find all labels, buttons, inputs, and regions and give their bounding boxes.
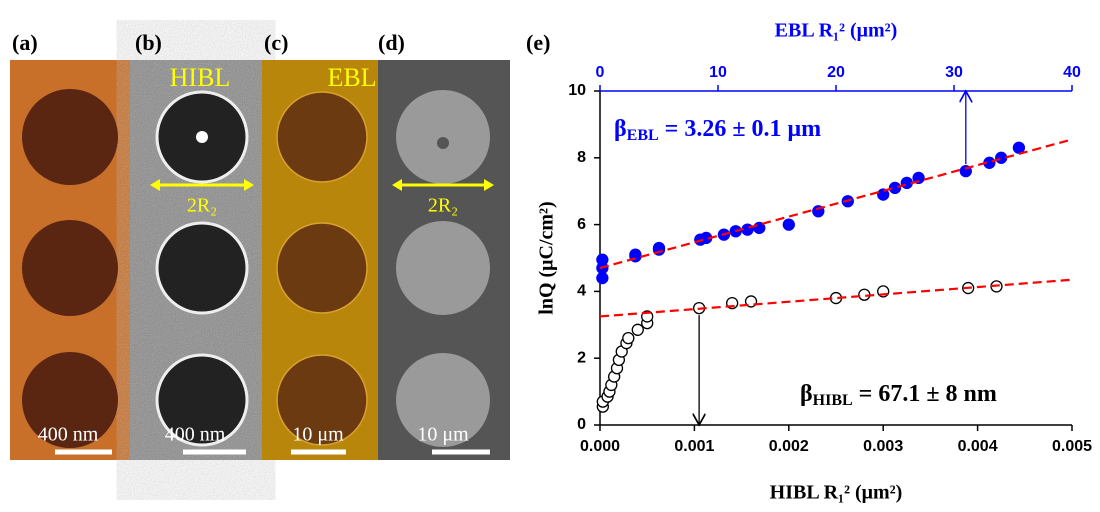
hibl-label: HIBL — [170, 63, 231, 92]
data-point — [912, 171, 925, 184]
annotation-text: = 67.1 ± 8 nm — [853, 381, 997, 407]
scale-label: 400 nm — [165, 424, 226, 446]
x2-tick-label: 30 — [945, 64, 963, 81]
y-tick-label: 6 — [577, 216, 586, 233]
annotation-symbol: β — [800, 381, 813, 407]
panel-label: (b) — [135, 30, 162, 55]
x-tick-label: 0.000 — [580, 438, 620, 455]
fit-line — [599, 138, 1073, 270]
data-point — [629, 248, 642, 261]
y-tick-label: 10 — [568, 82, 586, 99]
panel-label: (a) — [12, 30, 38, 55]
width-label: 2R₂ — [428, 195, 458, 217]
annotation-text: = 3.26 ± 0.1 μm — [659, 116, 821, 142]
scale-label: 10 μm — [417, 424, 469, 446]
x2-axis-label: EBL R₁² (μm²) — [775, 20, 898, 42]
chart-title: (e) — [526, 30, 550, 55]
y-tick-label: 0 — [577, 416, 586, 433]
y-tick-label: 2 — [577, 349, 586, 366]
data-point — [877, 188, 890, 201]
annotation: βEBL = 3.26 ± 0.1 μm — [614, 116, 821, 144]
x-tick-label: 0.004 — [958, 438, 998, 455]
scale-label: 10 μm — [292, 424, 344, 446]
x-tick-label: 0.002 — [769, 438, 809, 455]
scale-label: 400 nm — [38, 424, 99, 446]
data-point — [622, 332, 635, 345]
x-tick-label: 0.001 — [674, 438, 714, 455]
x-tick-label: 0.003 — [863, 438, 903, 455]
annotation-subscript: EBL — [627, 127, 659, 144]
annotation-subscript: HIBL — [813, 392, 853, 409]
panel-label: (c) — [264, 30, 288, 55]
x2-tick-label: 10 — [709, 64, 727, 81]
data-point — [995, 151, 1008, 164]
y-tick-label: 4 — [577, 283, 586, 300]
x-axis-label: HIBL R₁² (μm²) — [770, 482, 903, 504]
fit-line — [599, 278, 1073, 318]
data-point — [1012, 141, 1026, 154]
panel-label: (d) — [378, 30, 405, 55]
ebl-label: EBL — [327, 63, 376, 92]
y-axis-label: lnQ (μC/cm²) — [536, 201, 558, 314]
x-tick-label: 0.005 — [1052, 438, 1092, 455]
micrographs: (a) (b) (c) (d) HIBL EBL 2R₂ 2R₂ 400 nm … — [10, 30, 510, 460]
data-point — [782, 218, 795, 231]
x2-tick-label: 40 — [1063, 64, 1081, 81]
x2-tick-label: 20 — [827, 64, 845, 81]
data-point — [631, 323, 644, 336]
y-tick-label: 8 — [577, 149, 586, 166]
data-point — [596, 271, 609, 285]
chart: (e) EBL R₁² (μm²) HIBL R₁² (μm²) lnQ (μC… — [526, 20, 1092, 504]
data-point — [888, 181, 902, 195]
x2-tick-label: 0 — [596, 64, 605, 81]
annotation-symbol: β — [614, 116, 627, 142]
width-label: 2R₂ — [187, 195, 217, 217]
annotation: βHIBL = 67.1 ± 8 nm — [800, 381, 997, 409]
